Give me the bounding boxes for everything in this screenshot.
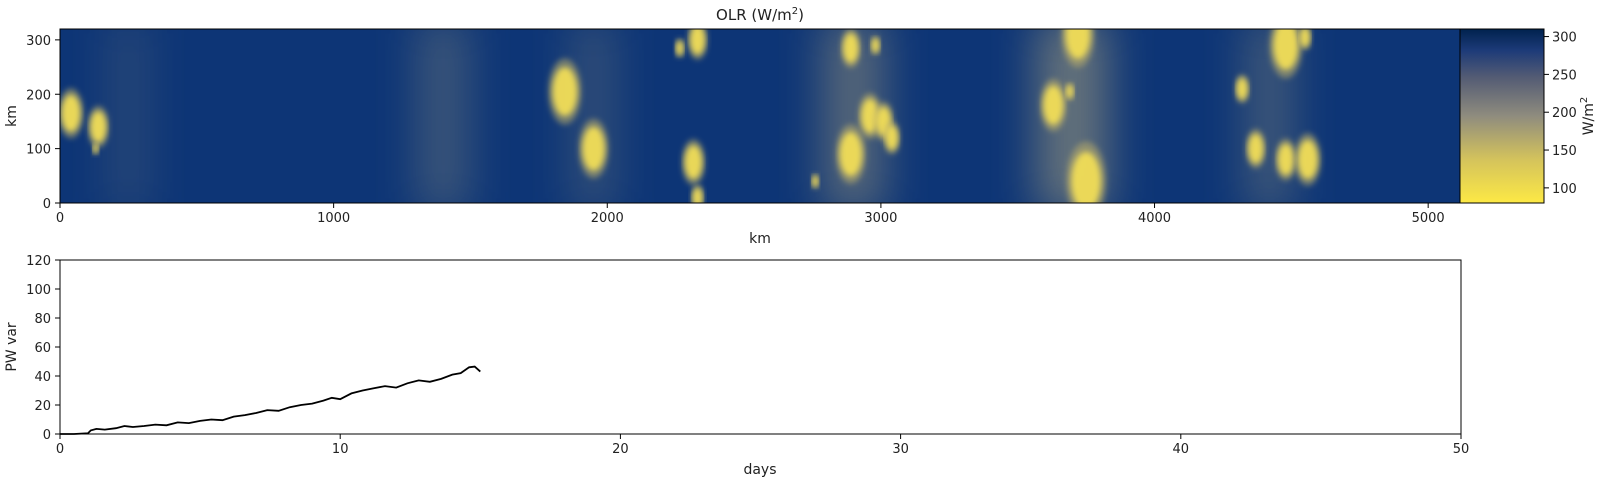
cloud-core-20 xyxy=(1236,78,1248,100)
line-y-tick-label: 40 xyxy=(34,370,51,385)
heatmap-y-label: km xyxy=(4,105,20,127)
heatmap-x-tick-label: 2000 xyxy=(591,211,624,226)
cloud-core-9 xyxy=(843,33,859,63)
heatmap-x-tick-label: 0 xyxy=(56,211,64,226)
heatmap-x-tick-label: 1000 xyxy=(317,211,350,226)
pw-var-line xyxy=(60,365,481,435)
line-y-tick-label: 80 xyxy=(34,312,51,327)
heatmap-band-1 xyxy=(418,29,468,203)
heatmap-x-tick-label: 5000 xyxy=(1412,211,1445,226)
line-y-tick-label: 120 xyxy=(26,254,51,269)
cloud-core-16 xyxy=(1065,29,1091,59)
cloud-core-22 xyxy=(1300,29,1310,47)
colorbar-tick-label: 200 xyxy=(1552,106,1577,121)
olr-panel: OLR (W/m2) 0 1000 2000 3000 4000 5000 0 100 200… xyxy=(4,6,1462,247)
line-y-ticks: 0 20 40 60 80 100 120 xyxy=(26,254,60,443)
line-y-tick-label: 60 xyxy=(34,341,51,356)
line-x-tick-label: 10 xyxy=(332,442,349,457)
heatmap-band-2 xyxy=(574,29,613,203)
line-x-tick-label: 40 xyxy=(1173,442,1190,457)
cloud-core-0 xyxy=(61,94,81,132)
cloud-core-13 xyxy=(885,125,899,150)
heatmap-background xyxy=(60,29,1461,203)
cloud-core-18 xyxy=(1071,151,1101,203)
line-x-tick-label: 20 xyxy=(612,442,629,457)
cloud-core-24 xyxy=(1277,143,1294,176)
heatmap-y-tick-label: 300 xyxy=(26,34,51,49)
cloud-core-4 xyxy=(582,126,605,171)
line-x-tick-label: 50 xyxy=(1453,442,1470,457)
cloud-core-10 xyxy=(871,37,880,53)
cloud-core-19 xyxy=(1066,84,1074,99)
heatmap-x-ticks: 0 1000 2000 3000 4000 5000 xyxy=(56,203,1445,226)
heatmap-x-tick-label: 3000 xyxy=(864,211,897,226)
cloud-core-25 xyxy=(1297,139,1318,180)
heatmap-y-tick-label: 200 xyxy=(26,88,51,103)
cloud-core-23 xyxy=(1248,133,1264,164)
line-x-tick-label: 30 xyxy=(892,442,909,457)
line-x-ticks: 0 10 20 30 40 50 xyxy=(56,434,1469,457)
colorbar-ticks: 100 150 200 250 300 xyxy=(1544,31,1577,197)
colorbar-tick-label: 150 xyxy=(1552,144,1577,159)
colorbar-tick-label: 100 xyxy=(1552,182,1577,197)
line-y-tick-label: 20 xyxy=(34,399,51,414)
heatmap-band-0 xyxy=(111,29,145,203)
cloud-core-17 xyxy=(1043,85,1064,125)
colorbar-gradient xyxy=(1459,28,1545,204)
line-y-tick-label: 100 xyxy=(26,283,51,298)
cloud-core-7 xyxy=(684,145,703,180)
line-y-label: PW var xyxy=(4,322,20,372)
cloud-core-6 xyxy=(690,29,705,55)
colorbar-label: W/m2 xyxy=(1579,97,1597,136)
heatmap-y-tick-label: 0 xyxy=(43,197,51,212)
pw-panel: 0 10 20 30 40 50 0 20 40 60 80 100 120 days PW var xyxy=(4,254,1469,478)
line-plot-frame xyxy=(59,259,1462,435)
colorbar-tick-label: 250 xyxy=(1552,68,1577,83)
line-x-label: days xyxy=(743,462,776,478)
olr-heatmap xyxy=(60,29,1461,203)
cloud-core-21 xyxy=(1273,29,1299,70)
cloud-core-2 xyxy=(93,143,99,154)
colorbar-tick-label: 300 xyxy=(1552,31,1577,46)
heatmap-y-ticks: 0 100 200 300 xyxy=(26,34,60,212)
cloud-core-5 xyxy=(676,40,684,56)
colorbar: 100 150 200 250 300 W/m2 xyxy=(1459,28,1597,204)
heatmap-y-tick-label: 100 xyxy=(26,143,51,158)
cloud-core-15 xyxy=(812,175,819,188)
heatmap-x-tick-label: 4000 xyxy=(1138,211,1171,226)
cloud-core-1 xyxy=(90,111,107,143)
line-y-tick-label: 0 xyxy=(43,428,51,443)
cloud-core-8 xyxy=(692,187,703,203)
line-x-tick-label: 0 xyxy=(56,442,64,457)
cloud-core-14 xyxy=(839,132,862,177)
heatmap-x-label: km xyxy=(749,231,771,247)
olr-title: OLR (W/m2) xyxy=(716,6,804,24)
cloud-core-3 xyxy=(552,67,578,116)
